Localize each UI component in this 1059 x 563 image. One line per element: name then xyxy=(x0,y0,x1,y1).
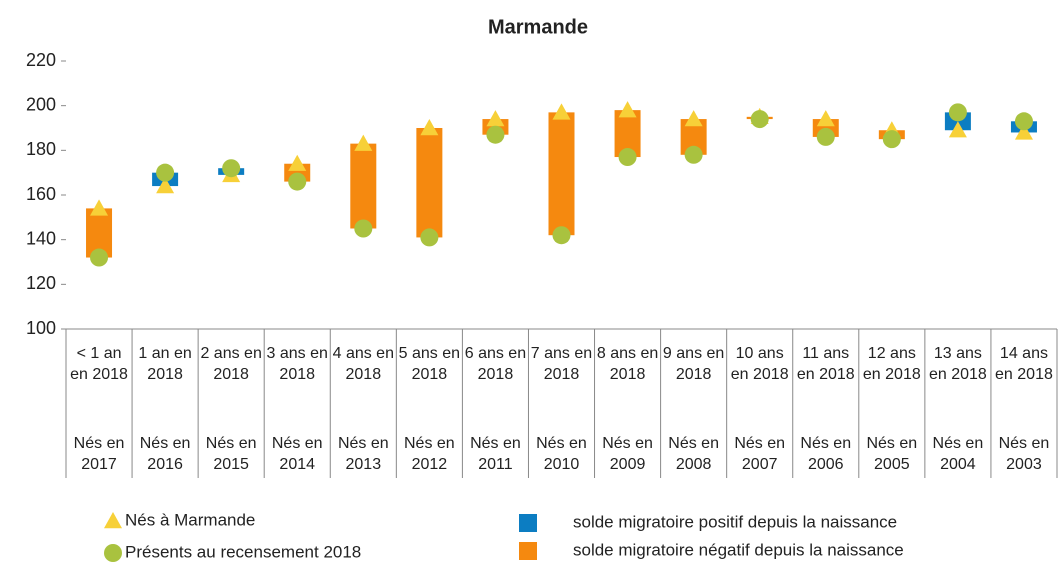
marker-circle xyxy=(90,248,109,267)
marker-circle xyxy=(552,226,571,245)
x-tick-label: 2 ans en 2018 xyxy=(200,345,262,383)
legend-label: Nés à Marmande xyxy=(125,510,255,529)
x-tick-label-2: Nés en 2017 xyxy=(73,435,125,473)
range-bar xyxy=(548,112,575,236)
y-tick-label: 100 xyxy=(26,318,56,338)
x-tick-label: 7 ans en 2018 xyxy=(530,345,593,383)
marker-circle xyxy=(222,159,241,178)
marker-triangle xyxy=(1014,123,1033,140)
marker-triangle xyxy=(420,119,439,136)
marker-triangle xyxy=(288,154,307,171)
x-tick-label: 12 ans en 2018 xyxy=(862,345,921,383)
chart-title: Marmande xyxy=(488,16,588,38)
x-tick-label: 13 ans en 2018 xyxy=(928,345,987,383)
x-tick-label-2: Nés en 2003 xyxy=(998,435,1050,473)
x-tick-label-2: Nés en 2014 xyxy=(271,435,323,473)
x-tick-label-2: Nés en 2013 xyxy=(337,435,389,473)
marker-triangle xyxy=(816,110,835,127)
x-tick-label-2: Nés en 2008 xyxy=(668,435,719,473)
x-tick-label-2: Nés en 2007 xyxy=(734,435,786,473)
marker-circle xyxy=(750,110,769,129)
legend-swatch xyxy=(519,514,537,532)
marker-circle xyxy=(816,127,835,146)
x-tick-label-2: Nés en 2006 xyxy=(800,435,852,473)
x-tick-label: 9 ans en 2018 xyxy=(662,345,725,383)
marker-triangle xyxy=(486,110,505,127)
x-tick-label-2: Nés en 2009 xyxy=(602,435,653,473)
legend-marker xyxy=(104,544,122,562)
marker-triangle xyxy=(156,177,175,194)
x-tick-label: 14 ans en 2018 xyxy=(995,345,1053,383)
marker-triangle xyxy=(90,199,109,216)
marker-triangle xyxy=(552,103,571,120)
y-tick-label: 140 xyxy=(26,228,56,248)
x-tick-label: 11 ans en 2018 xyxy=(796,345,855,383)
marker-circle xyxy=(486,125,505,144)
x-tick-label: 6 ans en 2018 xyxy=(464,345,527,383)
y-tick-label: 220 xyxy=(26,50,56,70)
x-tick-label-2: Nés en 2010 xyxy=(536,435,587,473)
x-tick-label-2: Nés en 2004 xyxy=(932,435,984,473)
range-bar xyxy=(350,143,377,229)
x-tick-label-2: Nés en 2015 xyxy=(205,435,257,473)
marker-circle xyxy=(684,145,703,164)
marker-circle xyxy=(1014,112,1033,131)
y-tick-label: 200 xyxy=(26,94,56,114)
legend-label: solde migratoire négatif depuis la naiss… xyxy=(573,540,904,559)
x-tick-label: 3 ans en 2018 xyxy=(266,345,328,383)
x-tick-label: 1 an en 2018 xyxy=(138,345,192,383)
y-tick-label: 120 xyxy=(26,273,56,293)
legend-marker xyxy=(104,512,122,529)
y-tick-label: 180 xyxy=(26,139,56,159)
x-tick-label: 8 ans en 2018 xyxy=(596,345,659,383)
marker-triangle xyxy=(354,134,373,151)
marker-circle xyxy=(618,148,637,167)
x-tick-label: < 1 an en 2018 xyxy=(70,345,128,383)
legend-label: solde migratoire positif depuis la naiss… xyxy=(573,512,897,531)
marker-circle xyxy=(948,103,967,122)
legend-label: Présents au recensement 2018 xyxy=(125,542,361,561)
marker-circle xyxy=(288,172,307,191)
x-tick-label: 4 ans en 2018 xyxy=(332,345,394,383)
y-tick-label: 160 xyxy=(26,184,56,204)
marker-circle xyxy=(156,163,175,182)
x-tick-label: 5 ans en 2018 xyxy=(398,345,461,383)
x-tick-label-2: Nés en 2016 xyxy=(139,435,191,473)
marker-circle xyxy=(354,219,373,238)
x-tick-label-2: Nés en 2012 xyxy=(404,435,455,473)
marker-triangle xyxy=(948,121,967,138)
x-tick-label-2: Nés en 2011 xyxy=(470,435,521,473)
range-bar xyxy=(416,128,443,238)
x-tick-label: 10 ans en 2018 xyxy=(730,345,789,383)
marker-circle xyxy=(882,130,901,149)
marker-triangle xyxy=(618,101,637,118)
marker-circle xyxy=(420,228,439,247)
x-tick-label-2: Nés en 2005 xyxy=(866,435,918,473)
legend-swatch xyxy=(519,542,537,560)
marker-triangle xyxy=(684,110,703,127)
